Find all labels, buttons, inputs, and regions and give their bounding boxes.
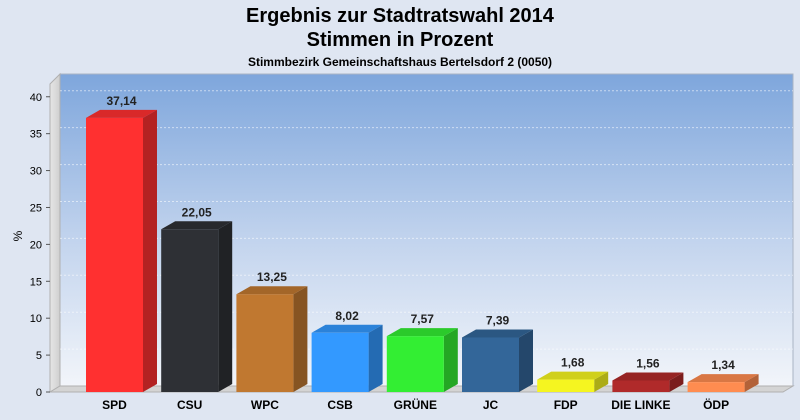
bar-value-label: 13,25 [257,270,287,284]
y-tick-label: 20 [30,239,42,251]
y-tick-label: 25 [30,202,42,214]
x-tick-label: FDP [554,398,578,412]
x-tick-label: CSB [327,398,353,412]
chart-title-block: Ergebnis zur Stadtratswahl 2014 Stimmen … [0,4,800,70]
bar-value-label: 7,57 [411,312,435,326]
bar-value-label: 1,68 [561,356,585,370]
bar-side [368,324,383,392]
bar-top [161,221,233,230]
bar-side [293,286,308,392]
x-tick-label: GRÜNE [394,397,437,412]
bar-value-label: 37,14 [106,94,136,108]
bar-front [537,379,595,392]
y-tick-label: 30 [30,166,42,178]
bar-front [687,382,745,392]
bar-front [161,229,219,392]
x-tick-label: JC [483,398,499,412]
y-tick-label: 0 [36,387,42,399]
bar-front [612,380,670,392]
y-tick-label: 10 [30,313,42,325]
bar-front [462,337,519,392]
bar-side [218,221,233,392]
y-tick-label: 5 [36,350,42,362]
bar-spd: 37,14 [86,94,157,392]
bar-side [594,371,609,392]
x-tick-label: CSU [177,398,202,412]
bars: 37,14 22,05 13,25 8,02 7,57 7,39 1,68 1,56 1,34 [86,94,759,392]
bar-top [311,324,383,333]
y-tick-label: 40 [30,92,42,104]
bar-wpc: 13,25 [236,270,308,392]
bar-die-linke: 1,56 [612,356,684,392]
bar-top [687,374,759,383]
bar-grüne: 7,57 [386,312,458,392]
bar-csu: 22,05 [161,205,233,392]
y-axis-label: % [11,230,25,241]
bar-side [669,372,684,392]
bar-front [86,117,143,392]
bar-top [537,371,609,380]
y-axis: 0 5 10 15 20 25 30 35 40 [30,92,50,399]
bar-value-label: 1,34 [711,358,735,372]
bar-front [311,332,369,392]
x-tick-label: WPC [251,398,279,412]
bar-side [143,109,157,392]
bar-jc: 7,39 [462,313,533,392]
chart-subtitle: Stimmbezirk Gemeinschaftshaus Bertelsdor… [247,55,553,69]
x-tick-label: SPD [102,398,127,412]
bar-csb: 8,02 [311,309,383,392]
bar-top [86,109,157,118]
plot-left-wall [49,72,61,393]
bar-value-label: 7,39 [486,313,510,327]
bar-top [386,328,458,337]
x-tick-label: ÖDP [703,397,729,412]
bar-side [744,374,759,392]
bar-ödp: 1,34 [687,358,759,392]
bar-value-label: 22,05 [182,205,212,219]
bar-top [236,286,308,295]
y-tick-label: 15 [30,276,42,288]
bar-value-label: 1,56 [636,356,660,370]
bar-side [443,328,458,392]
bar-front [386,336,444,392]
x-axis: SPD CSU WPC CSB GRÜNE JC FDP DIE LINKE ÖDP [102,397,729,412]
x-tick-label: DIE LINKE [611,398,670,412]
bar-top [462,329,533,338]
y-tick-label: 35 [30,129,42,141]
chart-title: Ergebnis zur Stadtratswahl 2014 [246,5,554,27]
bar-value-label: 8,02 [335,309,359,323]
bar-top [612,372,684,381]
chart-subtitle-line: Stimmen in Prozent [306,29,494,51]
bar-front [236,294,294,392]
bar-side [519,329,533,392]
bar-fdp: 1,68 [537,356,609,392]
